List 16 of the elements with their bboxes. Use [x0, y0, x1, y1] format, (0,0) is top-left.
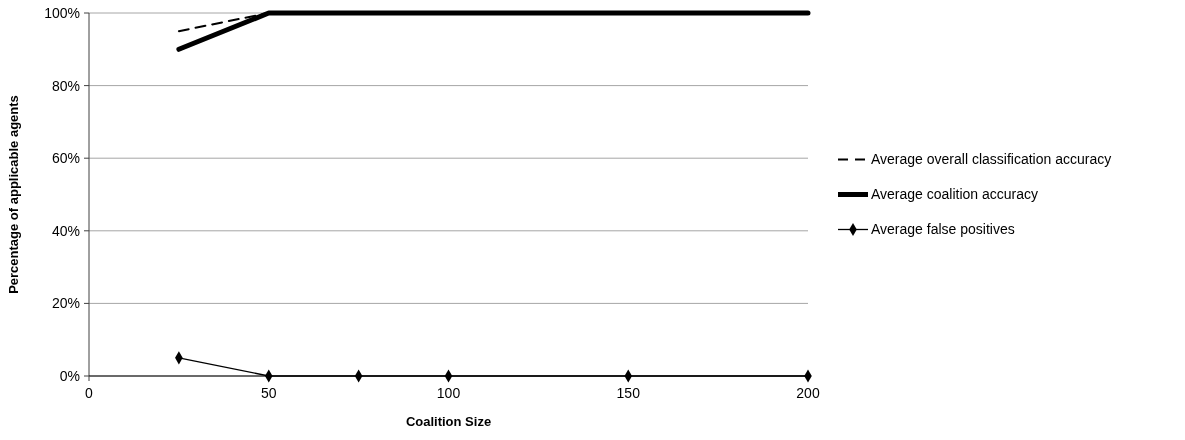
x-tick-label: 0 — [85, 385, 94, 401]
y-tick-label: 0% — [59, 367, 80, 384]
y-tick-label: 20% — [51, 295, 80, 312]
y-tick-label: 80% — [51, 77, 80, 94]
y-tick-label: 40% — [51, 222, 80, 239]
legend-label: Average false positives — [871, 221, 1015, 238]
x-tick-label: 100 — [436, 385, 461, 401]
legend-label: Average overall classification accuracy — [871, 151, 1112, 168]
x-tick-label: 200 — [796, 385, 820, 401]
y-axis-title: Percentage of applicable agents — [6, 95, 21, 294]
legend-label: Average coalition accuracy — [871, 186, 1039, 203]
x-tick-label: 50 — [260, 385, 277, 401]
y-tick-label: 60% — [51, 150, 80, 167]
y-tick-label: 100% — [44, 4, 80, 21]
x-tick-label: 150 — [616, 385, 641, 401]
x-axis-title: Coalition Size — [405, 414, 492, 429]
